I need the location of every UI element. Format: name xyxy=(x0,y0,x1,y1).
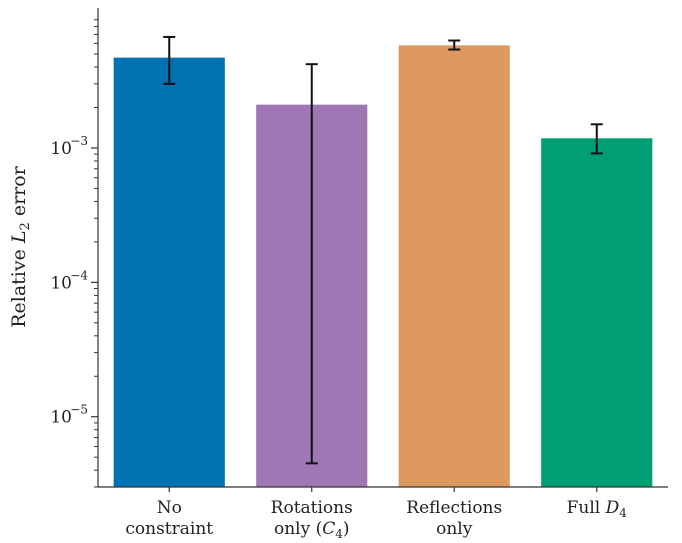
y-axis-title: Relative L2 error xyxy=(8,165,33,327)
x-tick-label-1-line-1: No xyxy=(157,498,182,518)
bars-layer xyxy=(113,45,653,488)
errorbars-layer xyxy=(163,35,603,465)
error-bar-3 xyxy=(448,39,461,51)
y-axis-title-var: L xyxy=(8,230,30,244)
y-tick-label-3: 10−3 xyxy=(50,134,88,159)
bar-3 xyxy=(398,45,510,488)
bar-4 xyxy=(541,138,653,487)
y-tick-exponent: −3 xyxy=(70,134,88,148)
x-tick-label-3-line-2: only xyxy=(436,519,473,539)
x-tick-label-2-line-2: only (C4) xyxy=(274,519,350,541)
error-bar-1 xyxy=(163,35,176,85)
y-axis-title-sub: 2 xyxy=(18,222,33,230)
x-tick-label-3-line-1: Reflections xyxy=(406,498,502,518)
x-tick-label-2-line-1: Rotations xyxy=(271,498,353,518)
y-tick-exponent: −4 xyxy=(70,268,88,282)
y-axis-title-main: Relative xyxy=(8,243,30,328)
y-tick-exponent: −5 xyxy=(70,403,88,417)
error-bar-2 xyxy=(305,63,318,465)
bar-1 xyxy=(113,57,225,488)
error-bar-4 xyxy=(590,123,603,155)
x-tick-label-4-line-1: Full D4 xyxy=(567,498,628,520)
x-axis xyxy=(98,486,668,492)
y-tick-label-2: 10−4 xyxy=(50,268,88,293)
y-axis-title-rest: error xyxy=(8,165,30,222)
x-tick-label-1-line-2: constraint xyxy=(125,519,213,539)
y-tick-label-1: 10−5 xyxy=(50,403,88,428)
y-axis: 10−5 10−4 10−3 xyxy=(50,8,99,488)
